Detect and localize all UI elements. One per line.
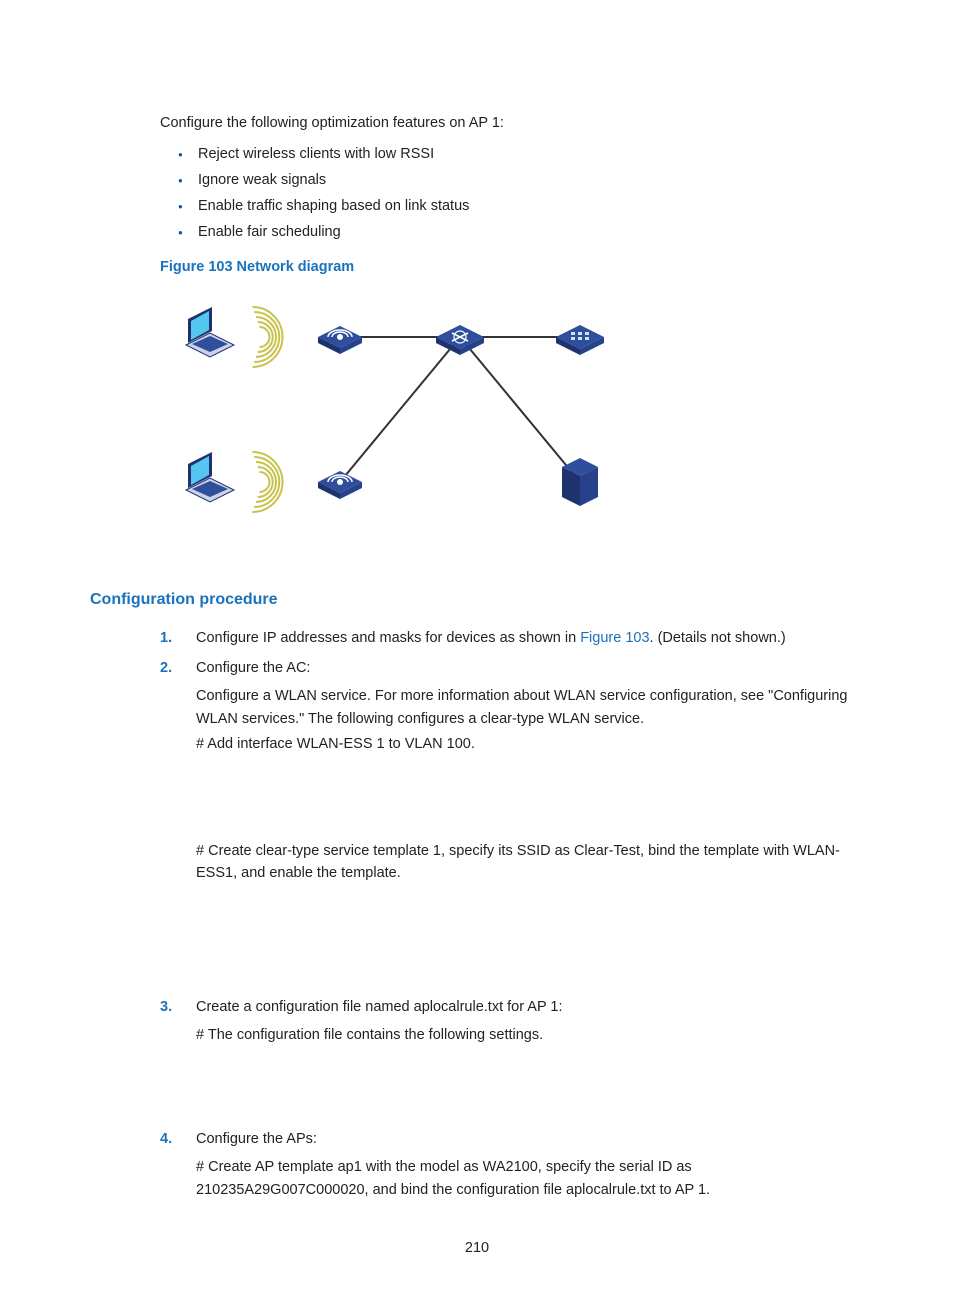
list-item: Ignore weak signals [198, 167, 864, 193]
figure-caption: Figure 103 Network diagram [160, 259, 864, 275]
step-3: Create a configuration file named aploca… [160, 992, 864, 1124]
step-text: Create a configuration file named aploca… [196, 999, 562, 1015]
step-paragraph: # Create clear-type service template 1, … [196, 840, 864, 885]
step-paragraph: # The configuration file contains the fo… [196, 1024, 864, 1046]
figure-ref-link[interactable]: Figure 103 [580, 630, 649, 646]
step-paragraph: # Add interface WLAN-ESS 1 to VLAN 100. [196, 733, 864, 755]
procedure-steps: Configure IP addresses and masks for dev… [160, 623, 864, 1209]
list-item: Reject wireless clients with low RSSI [198, 141, 864, 167]
step-text: Configure the APs: [196, 1131, 317, 1147]
list-item: Enable traffic shaping based on link sta… [198, 193, 864, 219]
step-2: Configure the AC: Configure a WLAN servi… [160, 653, 864, 992]
step-text: . (Details not shown.) [650, 630, 786, 646]
step-paragraph: Configure a WLAN service. For more infor… [196, 685, 864, 730]
step-paragraph: # Create AP template ap1 with the model … [196, 1156, 864, 1201]
step-text: Configure IP addresses and masks for dev… [196, 630, 580, 646]
network-diagram [160, 287, 864, 541]
step-4: Configure the APs: # Create AP template … [160, 1124, 864, 1208]
section-heading: Configuration procedure [90, 591, 864, 609]
feature-bullet-list: Reject wireless clients with low RSSI Ig… [90, 141, 864, 245]
intro-text: Configure the following optimization fea… [160, 115, 864, 131]
step-1: Configure IP addresses and masks for dev… [160, 623, 864, 653]
list-item: Enable fair scheduling [198, 219, 864, 245]
step-text: Configure the AC: [196, 660, 310, 676]
page-number: 210 [0, 1240, 954, 1256]
